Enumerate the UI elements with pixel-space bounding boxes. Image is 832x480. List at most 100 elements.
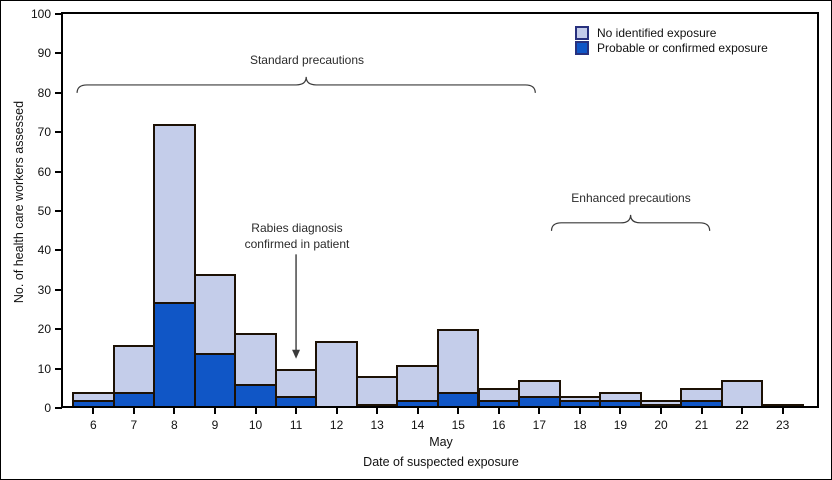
bar-may-9-dark-segment bbox=[193, 352, 237, 408]
bar-may-11 bbox=[274, 368, 318, 408]
bar-may-22 bbox=[720, 380, 764, 408]
y-tick-label: 80 bbox=[37, 85, 51, 100]
y-axis-title: No. of health care workers assessed bbox=[12, 100, 26, 304]
brace bbox=[76, 76, 536, 93]
legend: No identified exposure Probable or confi… bbox=[575, 25, 768, 55]
y-tick-label: 100 bbox=[30, 7, 51, 21]
y-tick-label: 30 bbox=[37, 282, 51, 297]
bar-may-7-dark-segment bbox=[112, 392, 156, 408]
y-tick-label: 20 bbox=[37, 322, 51, 337]
bar-may-10 bbox=[234, 333, 277, 408]
y-tick bbox=[55, 13, 62, 15]
month-label: May bbox=[429, 435, 453, 449]
x-tick-label: 6 bbox=[89, 418, 97, 432]
y-tick bbox=[55, 367, 62, 370]
x-tick bbox=[619, 408, 622, 414]
bar-may-15 bbox=[436, 329, 480, 408]
x-tick bbox=[700, 408, 703, 414]
bar-may-6-dark-segment bbox=[72, 400, 115, 408]
bar-may-6 bbox=[72, 392, 115, 408]
x-tick-label: 17 bbox=[532, 418, 547, 432]
x-tick-label: 21 bbox=[694, 418, 709, 432]
x-tick bbox=[92, 408, 95, 414]
y-tick-label: 40 bbox=[37, 243, 51, 258]
x-tick-label: 20 bbox=[654, 418, 668, 432]
x-tick-label: 12 bbox=[329, 418, 344, 432]
bar-may-11-dark-segment bbox=[274, 396, 318, 408]
x-tick-label: 19 bbox=[613, 418, 628, 432]
x-tick bbox=[132, 408, 135, 414]
y-tick-label: 90 bbox=[37, 46, 51, 61]
bar-may-18-dark-segment bbox=[558, 400, 602, 408]
rabies-note-line1: Rabies diagnosis bbox=[251, 221, 343, 235]
x-tick-label: 7 bbox=[130, 418, 138, 432]
y-tick-label: 50 bbox=[37, 204, 51, 218]
annotation-arrowhead-icon bbox=[292, 349, 301, 359]
y-tick bbox=[55, 328, 62, 331]
bar-may-14 bbox=[396, 364, 439, 408]
y-tick bbox=[55, 288, 62, 291]
enhanced-precautions-label: Enhanced precautions bbox=[571, 191, 691, 205]
legend-label: No identified exposure bbox=[597, 25, 717, 40]
x-tick-label: 11 bbox=[289, 418, 303, 432]
legend-item-probable-confirmed: Probable or confirmed exposure bbox=[575, 40, 768, 55]
bar-may-14-dark-segment bbox=[396, 400, 439, 408]
x-tick bbox=[416, 408, 419, 414]
x-tick-label: 23 bbox=[775, 418, 790, 432]
legend-item-no-identified: No identified exposure bbox=[575, 25, 768, 40]
y-tick bbox=[55, 407, 62, 409]
bar-may-9 bbox=[193, 274, 237, 408]
x-tick bbox=[660, 408, 662, 414]
x-tick-label: 9 bbox=[211, 418, 219, 432]
bar-may-17 bbox=[518, 380, 561, 408]
x-tick-label: 18 bbox=[573, 418, 587, 432]
bar-may-12 bbox=[315, 341, 358, 408]
x-tick bbox=[376, 408, 379, 414]
bar-may-13 bbox=[355, 376, 399, 408]
legend-swatch-light-icon bbox=[575, 25, 589, 40]
x-tick-label: 22 bbox=[735, 418, 749, 432]
brace bbox=[550, 214, 711, 231]
y-tick bbox=[55, 170, 62, 173]
rabies-diagnosis-note: Rabies diagnosis confirmed in patient bbox=[217, 220, 377, 252]
standard-precautions-label: Standard precautions bbox=[249, 53, 365, 67]
bar-may-18 bbox=[558, 396, 602, 408]
bar-may-20 bbox=[639, 400, 683, 408]
bar-may-16-dark-segment bbox=[477, 400, 521, 408]
x-tick bbox=[254, 408, 257, 414]
x-tick bbox=[457, 408, 460, 414]
x-tick-label: 14 bbox=[411, 418, 425, 432]
bar-may-19-dark-segment bbox=[599, 400, 642, 408]
bar-may-7 bbox=[112, 344, 156, 408]
y-tick-label: 70 bbox=[37, 125, 51, 140]
y-tick-label: 10 bbox=[37, 361, 51, 376]
x-tick bbox=[295, 408, 298, 414]
x-tick bbox=[781, 408, 784, 414]
y-tick bbox=[55, 91, 62, 94]
bar-may-16 bbox=[477, 388, 521, 408]
x-tick bbox=[741, 408, 744, 414]
x-tick bbox=[213, 408, 216, 414]
y-tick bbox=[55, 131, 62, 134]
x-tick bbox=[335, 408, 338, 414]
bar-may-8-dark-segment bbox=[153, 301, 196, 408]
y-tick bbox=[55, 249, 62, 252]
legend-label: Probable or confirmed exposure bbox=[597, 40, 768, 55]
bar-may-10-dark-segment bbox=[234, 384, 277, 408]
x-tick-label: 10 bbox=[248, 418, 263, 432]
x-tick bbox=[538, 408, 541, 414]
x-tick-label: 13 bbox=[370, 418, 384, 432]
x-axis-title: Date of suspected exposure bbox=[363, 455, 519, 469]
x-tick bbox=[173, 408, 176, 414]
y-tick bbox=[55, 52, 62, 55]
bar-may-8 bbox=[153, 124, 196, 408]
legend-swatch-dark-icon bbox=[575, 40, 589, 55]
bar-may-21 bbox=[680, 388, 723, 408]
x-tick-label: 16 bbox=[492, 418, 506, 432]
bar-may-21-dark-segment bbox=[680, 400, 723, 408]
x-tick bbox=[497, 408, 500, 414]
x-tick bbox=[578, 408, 581, 414]
rabies-note-line2: confirmed in patient bbox=[244, 237, 350, 251]
bar-may-17-dark-segment bbox=[518, 396, 561, 408]
